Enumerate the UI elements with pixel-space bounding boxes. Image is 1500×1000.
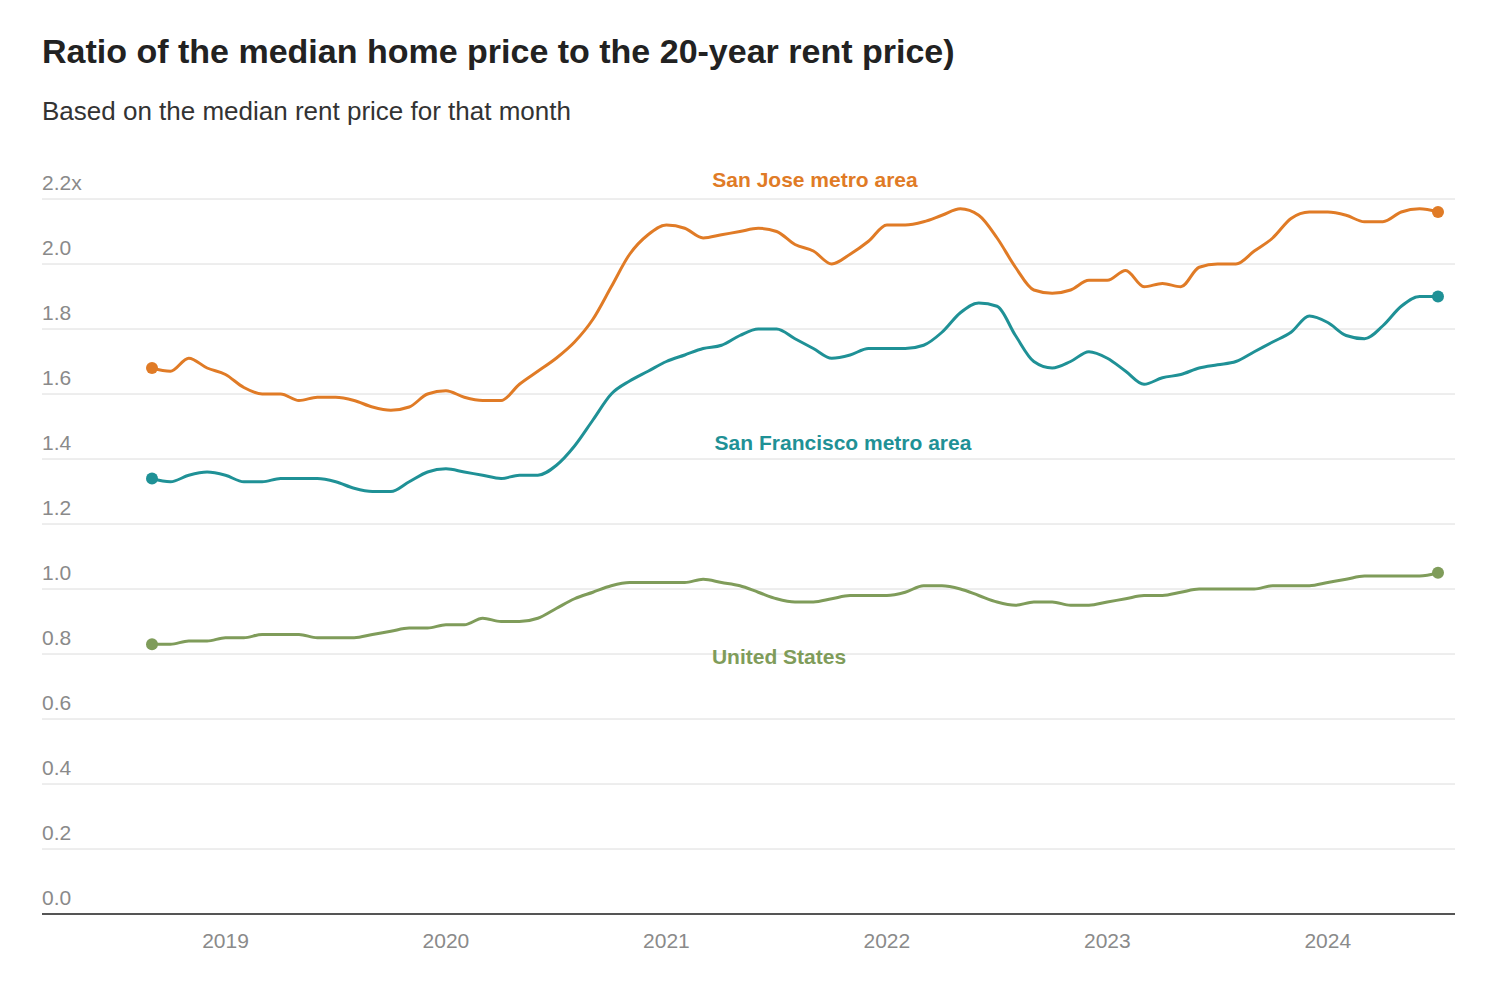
svg-text:1.0: 1.0 bbox=[42, 561, 71, 584]
html-text:United States: United States bbox=[711, 645, 847, 668]
svg-text:2.0: 2.0 bbox=[42, 236, 71, 259]
svg-text:1.4: 1.4 bbox=[42, 431, 72, 454]
html-text:San Jose metro area: San Jose metro area bbox=[712, 168, 918, 191]
html-text:Ratio of the median home price: Ratio of the median home price to the 20… bbox=[42, 32, 955, 70]
svg-text:1.8: 1.8 bbox=[42, 301, 71, 324]
html-text:San Francisco metro area: San Francisco metro area bbox=[714, 431, 972, 454]
svg-text:2021: 2021 bbox=[643, 929, 690, 952]
svg-text:2020: 2020 bbox=[423, 929, 470, 952]
svg-text:2024: 2024 bbox=[1304, 929, 1351, 952]
svg-text:2023: 2023 bbox=[1084, 929, 1131, 952]
svg-text:0.8: 0.8 bbox=[42, 626, 71, 649]
svg-text:2019: 2019 bbox=[202, 929, 249, 952]
svg-text:0.4: 0.4 bbox=[42, 756, 72, 779]
svg-text:1.6: 1.6 bbox=[42, 366, 71, 389]
svg-text:2022: 2022 bbox=[863, 929, 910, 952]
svg-text:0.2: 0.2 bbox=[42, 821, 71, 844]
svg-text:0.0: 0.0 bbox=[42, 886, 71, 909]
svg-text:2.2x: 2.2x bbox=[42, 171, 82, 194]
html-text:Based on the median rent price: Based on the median rent price for that … bbox=[42, 96, 571, 126]
svg-text:1.2: 1.2 bbox=[42, 496, 71, 519]
svg-text:0.6: 0.6 bbox=[42, 691, 71, 714]
